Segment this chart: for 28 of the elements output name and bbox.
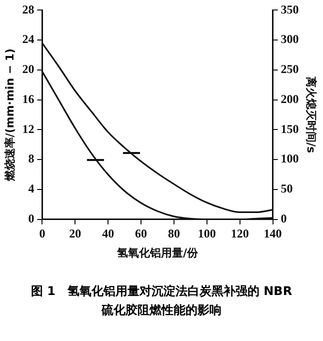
y-tick-label: 28 <box>22 2 34 16</box>
x-tick-label: 60 <box>135 226 148 241</box>
y2-tick-label: 50 <box>280 182 293 196</box>
x-tick-label: 140 <box>264 226 282 241</box>
y2-axis-title: 离火熄灭时间/s <box>304 76 318 154</box>
y2-tick-label: 0 <box>280 211 287 226</box>
y2-tick-label: 250 <box>280 62 299 76</box>
x-tick-label: 0 <box>39 226 46 241</box>
text: 图 1 氢氧化铝用量对沉淀法白炭黑补强的 NBR 硫化胶阻燃性能的影响 <box>30 283 294 319</box>
y-tick-label: 24 <box>22 32 34 46</box>
y2-tick-label: 150 <box>280 122 299 136</box>
y-axis-title: 燃烧速率/(mm·min − 1) <box>3 48 16 182</box>
y2-tick-label: 200 <box>280 92 299 106</box>
y2-tick-label: 300 <box>280 32 299 46</box>
y-tick-label: 0 <box>28 211 34 226</box>
x-tick-label: 80 <box>168 226 180 241</box>
y2-tick-label: 350 <box>280 2 299 16</box>
y2-tick-label: 100 <box>280 152 299 166</box>
y-tick-label: 4 <box>28 182 34 196</box>
y-tick-label: 20 <box>22 62 34 76</box>
x-axis-title: 氢氧化铝用量/份 <box>116 246 199 260</box>
x-tick-label: 20 <box>69 226 82 241</box>
x-tick-label: 120 <box>230 226 249 241</box>
y-tick-label: 8 <box>28 152 34 166</box>
y-tick-label: 16 <box>22 92 34 106</box>
x-tick-label: 100 <box>198 226 216 241</box>
x-tick-label: 40 <box>102 226 114 241</box>
y-tick-label: 12 <box>22 122 34 136</box>
